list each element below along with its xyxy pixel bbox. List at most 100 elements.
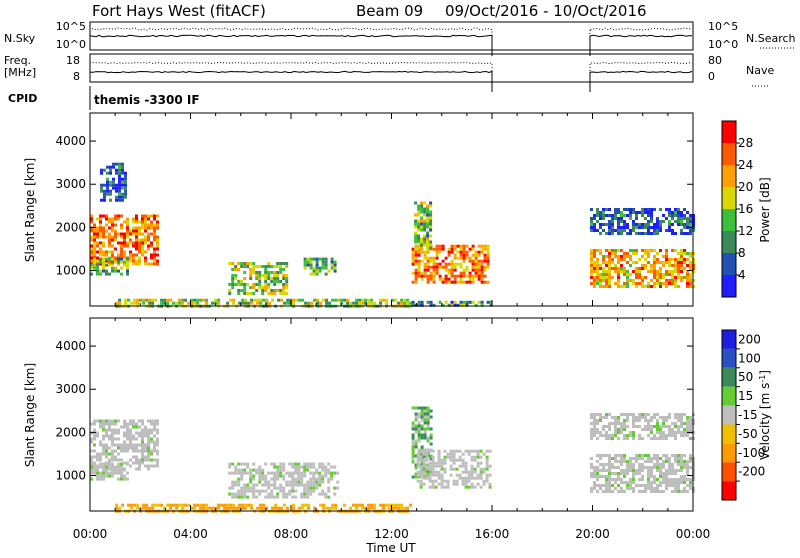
echo-cell [446,485,450,489]
echo-cell [458,464,462,468]
echo-cell [129,428,132,432]
echo-cell [608,478,611,481]
echo-cell [632,472,635,475]
echo-cell [459,265,463,269]
echo-cell [111,238,114,242]
echo-cell [153,458,156,462]
echo-cell [470,455,474,459]
echo-cell [249,271,253,274]
colorbar-tick-label: 24 [738,158,753,172]
echo-cell [668,208,671,211]
echo-cell [414,466,418,470]
echo-cell [605,437,608,440]
echo-cell [115,162,118,166]
echo-cell [138,250,141,254]
freq-tick-top: 18 [66,54,80,67]
colorbar-tick-label: -200 [738,465,765,479]
echo-cell [596,214,599,217]
echo-cell [423,219,427,223]
echo-cell [620,264,623,267]
echo-cell [617,226,620,229]
echo-cell [258,286,262,289]
echo-cell [141,434,144,438]
trace-line [589,27,693,49]
echo-cell [361,503,365,507]
echo-cell [138,229,141,233]
echo-cell [671,431,674,434]
echo-cell [309,483,313,487]
echo-cell [480,244,484,248]
echo-cell [605,255,608,258]
echo-cell [416,455,420,459]
echo-cell [650,472,653,475]
beam-label: Beam 09 [356,2,423,20]
colorbar-block [722,462,736,482]
echo-cell [208,506,212,510]
echo-cell [93,235,96,239]
echo-cell [310,301,314,305]
echo-cell [277,506,281,510]
echo-cell [126,269,129,273]
echo-cell [147,467,150,471]
echo-cell [144,458,147,462]
echo-cell [240,289,244,292]
echo-cell [647,413,650,416]
echo-cell [123,431,126,435]
echo-cell [665,270,668,273]
echo-cell [147,452,150,456]
echo-cell [674,425,677,428]
echo-cell [614,211,617,214]
echo-cell [686,282,689,285]
echo-cell [602,425,605,428]
echo-cell [668,481,671,484]
echo-cell [429,204,433,208]
echo-cell [608,226,611,229]
echo-cell [623,428,626,431]
echo-cell [453,274,457,278]
echo-cell [102,462,105,466]
echo-cell [276,280,280,283]
echo-cell [267,277,271,280]
echo-cell [668,460,671,463]
echo-cell [273,474,277,478]
echo-cell [172,503,176,507]
echo-cell [662,463,665,466]
echo-cell [234,471,238,475]
echo-cell [90,263,93,267]
echo-cell [411,406,415,410]
echo-cell [608,460,611,463]
echo-cell [426,268,430,272]
echo-cell [671,428,674,431]
echo-cell [96,229,99,233]
echo-cell [231,277,235,280]
echo-cell [656,487,659,490]
echo-cell [120,449,123,453]
echo-cell [438,250,442,254]
echo-cell [441,244,445,248]
echo-cell [90,440,93,444]
echo-cell [231,280,235,283]
echo-cell [426,439,430,443]
echo-cell [617,261,620,264]
echo-cell [426,237,430,241]
echo-cell [596,428,599,431]
echo-cell [285,274,289,277]
echo-cell [599,217,602,220]
echo-cell [150,449,153,453]
echo-cell [456,256,460,260]
echo-cell [124,189,127,193]
echo-cell [102,263,105,267]
echo-cell [605,481,608,484]
echo-cell [650,264,653,267]
echo-cell [474,303,478,307]
echo-cell [153,256,156,260]
echo-cell [623,267,626,270]
echo-cell [611,437,614,440]
echo-cell [234,274,238,277]
echo-cell [217,503,221,507]
echo-cell [156,431,159,435]
echo-cell [614,425,617,428]
echo-cell [662,261,665,264]
echo-cell [202,298,206,302]
echo-cell [656,273,659,276]
